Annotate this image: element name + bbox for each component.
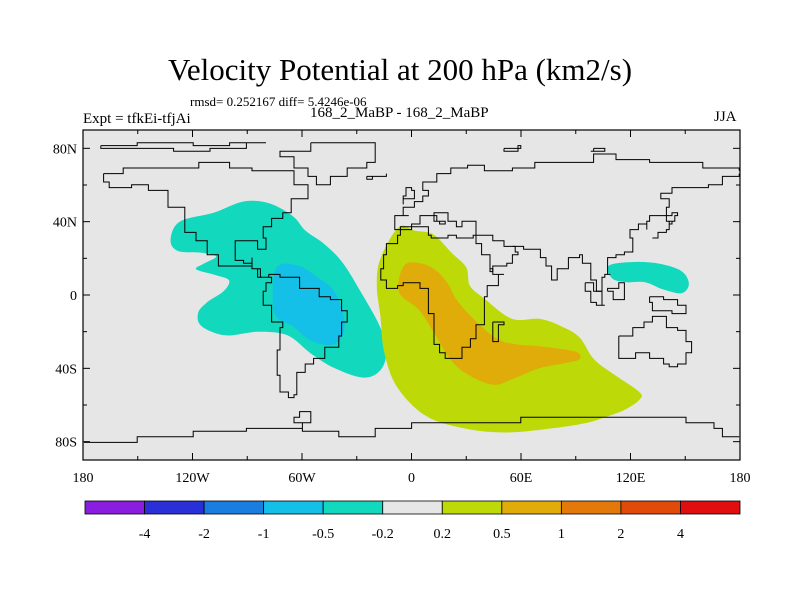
x-tick-label: 120E — [616, 471, 646, 486]
coastline-segment — [399, 212, 477, 239]
season-label: JJA — [714, 109, 737, 125]
case-label: 168_2_MaBP - 168_2_MaBP — [310, 105, 489, 121]
coastline-layer — [84, 142, 740, 443]
colorbar-swatch — [203, 500, 265, 515]
colorbar-swatch — [382, 500, 443, 515]
chart-title: Velocity Potential at 200 hPa (km2/s) — [167, 52, 633, 87]
coastline-segment — [503, 145, 522, 152]
coastline-segment — [380, 229, 504, 359]
coastline-segment — [366, 173, 387, 180]
stats-label: rmsd= 0.252167 diff= 5.4246e-06 — [190, 94, 367, 109]
colorbar-label: -1 — [258, 527, 270, 542]
colorbar-label: -0.2 — [372, 527, 394, 542]
y-tick-label: 80N — [53, 142, 77, 157]
coastline-segment — [402, 187, 415, 205]
colorbar-label: 2 — [617, 527, 624, 542]
y-tick-label: 40S — [55, 362, 77, 377]
x-tick-label: 0 — [408, 471, 415, 486]
coastline-segment — [279, 142, 376, 186]
colorbar-swatch — [144, 500, 205, 515]
colorbar-swatch — [263, 500, 324, 515]
colorbar-label: 0.2 — [434, 527, 452, 542]
coastline-segment — [618, 315, 693, 368]
contour-region-negative-pacific — [607, 261, 689, 294]
coastline-segment — [590, 147, 606, 152]
colorbar-label: 4 — [677, 527, 684, 542]
colorbar-label: -4 — [139, 527, 151, 542]
x-tick-label: 180 — [73, 471, 94, 486]
colorbar-label: -0.5 — [312, 527, 334, 542]
colorbar-label: -2 — [198, 527, 210, 542]
coastline-segment — [584, 282, 605, 306]
coastline-segment — [512, 173, 740, 294]
x-tick-label: 120W — [175, 471, 210, 486]
coastline-segment — [84, 411, 740, 443]
y-tick-label: 80S — [55, 436, 77, 451]
x-tick-label: 180 — [730, 471, 751, 486]
colorbar-swatch — [560, 500, 622, 515]
experiment-label: Expt = tfkEi-tfjAi — [83, 111, 191, 127]
coastline-segment — [100, 142, 266, 152]
coastline-segment — [394, 153, 740, 231]
colorbar-swatch — [322, 500, 384, 515]
colorbar-swatch — [84, 500, 145, 515]
colorbar-swatch — [501, 500, 562, 515]
contour-fill-layer — [170, 200, 689, 433]
coastline-segment — [492, 321, 505, 343]
x-tick-label: 60E — [510, 471, 533, 486]
coastline-segment — [476, 234, 519, 273]
coastline-segment — [652, 212, 679, 239]
axis-layer: 180 120W 60W 0 60E 120E 180 80N 40N 0 40S 80S — [53, 130, 751, 486]
coastline-segment — [103, 161, 348, 399]
y-tick-label: 0 — [70, 289, 77, 304]
colorbar: -4 -2 -1 -0.5 -0.2 0.2 0.5 1 2 4 — [84, 500, 741, 542]
y-tick-label: 40N — [53, 216, 77, 231]
coastline-segment — [607, 282, 625, 301]
colorbar-label: 0.5 — [493, 527, 511, 542]
coastline-segment — [649, 296, 687, 315]
colorbar-swatch — [680, 500, 741, 515]
colorbar-label: 1 — [558, 527, 565, 542]
colorbar-swatch — [620, 500, 681, 515]
colorbar-swatch — [441, 500, 503, 515]
x-tick-label: 60W — [288, 471, 316, 486]
contour-region-negative-western-core — [272, 263, 345, 345]
contour-region-positive-core — [397, 262, 581, 385]
